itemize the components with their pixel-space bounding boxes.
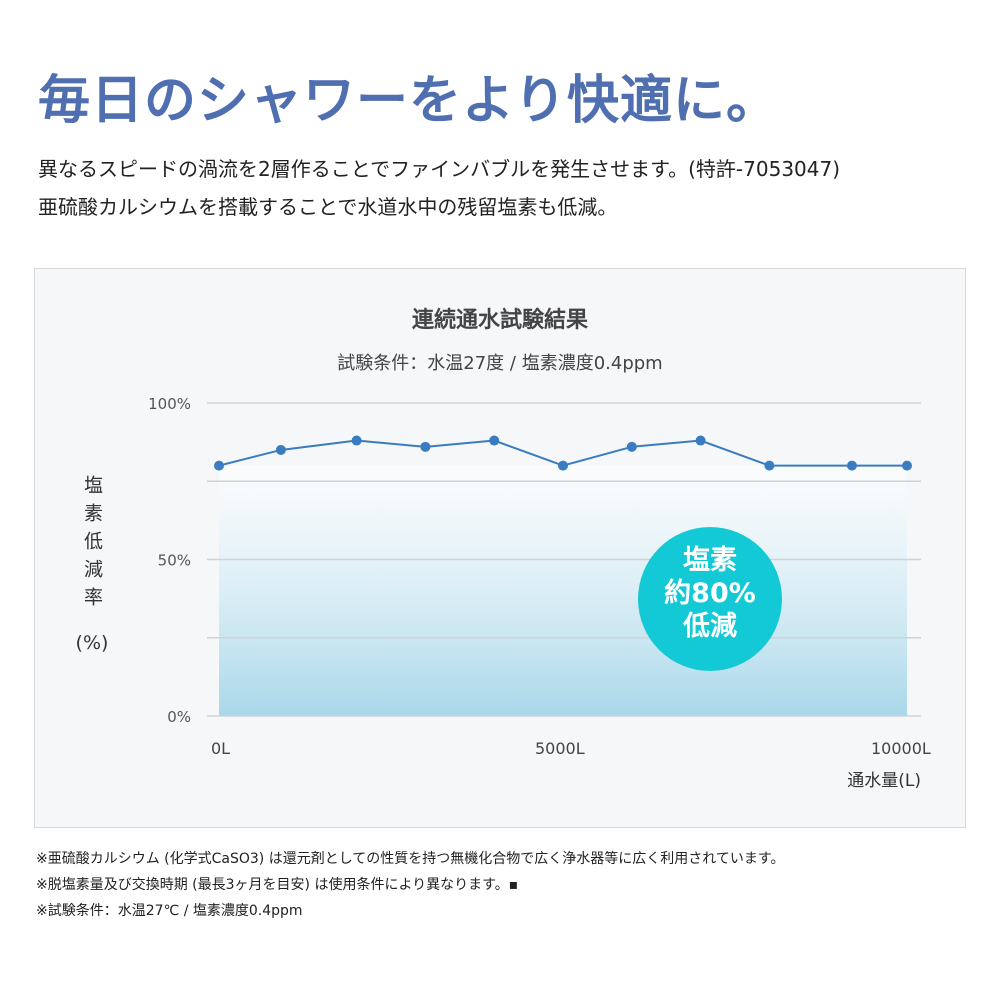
footnote: ※試験条件：水温27℃ / 塩素濃度0.4ppm	[36, 903, 303, 919]
area-fill	[219, 465, 907, 716]
x-tick-label: 10000L	[871, 739, 931, 758]
headline: 毎日のシャワーをより快適に。	[38, 71, 779, 131]
lead-text: 異なるスピードの渦流を2層作ることでファインバブルを発生させます。(特許-705…	[38, 150, 840, 226]
chart-subtitle: 試験条件：水温27度 / 塩素濃度0.4ppm	[337, 353, 662, 374]
x-tick-label: 5000L	[535, 739, 585, 758]
data-point	[214, 460, 224, 471]
lead-line: 異なるスピードの渦流を2層作ることでファインバブルを発生させます。(特許-705…	[38, 157, 841, 181]
data-point	[558, 460, 568, 471]
data-point	[695, 435, 706, 446]
data-point	[764, 460, 775, 471]
data-point	[489, 435, 500, 446]
y-tick-label: 0%	[167, 708, 191, 726]
footnote: ※亜硫酸カルシウム (化学式CaSO3) は還元剤としての性質を持つ無機化合物で…	[36, 851, 785, 867]
footnotes: ※亜硫酸カルシウム (化学式CaSO3) は還元剤としての性質を持つ無機化合物で…	[36, 846, 784, 924]
highlight-badge	[638, 527, 782, 671]
badge-text: 塩素	[683, 545, 737, 576]
data-point	[420, 441, 431, 452]
data-point	[846, 460, 857, 471]
x-tick-label: 0L	[211, 739, 230, 758]
data-point	[902, 460, 912, 471]
y-axis-label: 塩素低減率	[81, 475, 103, 615]
y-axis-unit: (%)	[76, 632, 109, 654]
y-tick-label: 50%	[158, 552, 191, 570]
badge-text: 低減	[682, 611, 737, 642]
data-point	[626, 441, 637, 452]
y-tick-label: 100%	[148, 395, 191, 413]
lead-line: 亜硫酸カルシウムを搭載することで水道水中の残留塩素も低減。	[38, 195, 618, 219]
badge-text: 約80%	[664, 577, 756, 609]
x-axis-label: 通水量(L)	[847, 771, 921, 791]
chart-panel: 連続通水試験結果試験条件：水温27度 / 塩素濃度0.4ppm 100% 50% 0%…	[34, 268, 966, 828]
data-point	[351, 435, 362, 446]
footnote: ※脱塩素量及び交換時期 (最長3ヶ月を目安) は使用条件により異なります。▪	[36, 877, 519, 893]
chart-title: 連続通水試験結果	[412, 307, 588, 333]
data-point	[275, 444, 286, 455]
